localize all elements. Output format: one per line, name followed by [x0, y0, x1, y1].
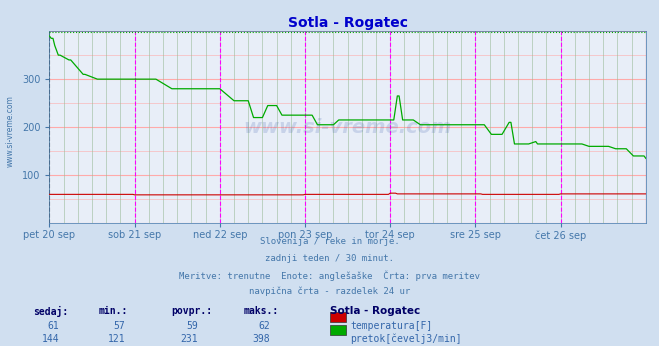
Text: navpična črta - razdelek 24 ur: navpična črta - razdelek 24 ur: [249, 287, 410, 296]
Text: sedaj:: sedaj:: [33, 306, 68, 317]
Text: Meritve: trenutne  Enote: anglešaške  Črta: prva meritev: Meritve: trenutne Enote: anglešaške Črta…: [179, 270, 480, 281]
Text: 121: 121: [107, 334, 125, 344]
Text: min.:: min.:: [99, 306, 129, 316]
Text: temperatura[F]: temperatura[F]: [351, 321, 433, 331]
Text: zadnji teden / 30 minut.: zadnji teden / 30 minut.: [265, 254, 394, 263]
Text: maks.:: maks.:: [244, 306, 279, 316]
Text: 57: 57: [113, 321, 125, 331]
Text: pretok[čevelj3/min]: pretok[čevelj3/min]: [351, 334, 462, 344]
Text: 231: 231: [180, 334, 198, 344]
Text: 61: 61: [47, 321, 59, 331]
Title: Sotla - Rogatec: Sotla - Rogatec: [287, 16, 408, 30]
Text: 398: 398: [252, 334, 270, 344]
Text: Slovenija / reke in morje.: Slovenija / reke in morje.: [260, 237, 399, 246]
Text: 62: 62: [258, 321, 270, 331]
Text: 59: 59: [186, 321, 198, 331]
Text: povpr.:: povpr.:: [171, 306, 212, 316]
Text: www.si-vreme.com: www.si-vreme.com: [243, 118, 452, 137]
Text: Sotla - Rogatec: Sotla - Rogatec: [330, 306, 420, 316]
Text: 144: 144: [42, 334, 59, 344]
Text: www.si-vreme.com: www.si-vreme.com: [5, 95, 14, 167]
